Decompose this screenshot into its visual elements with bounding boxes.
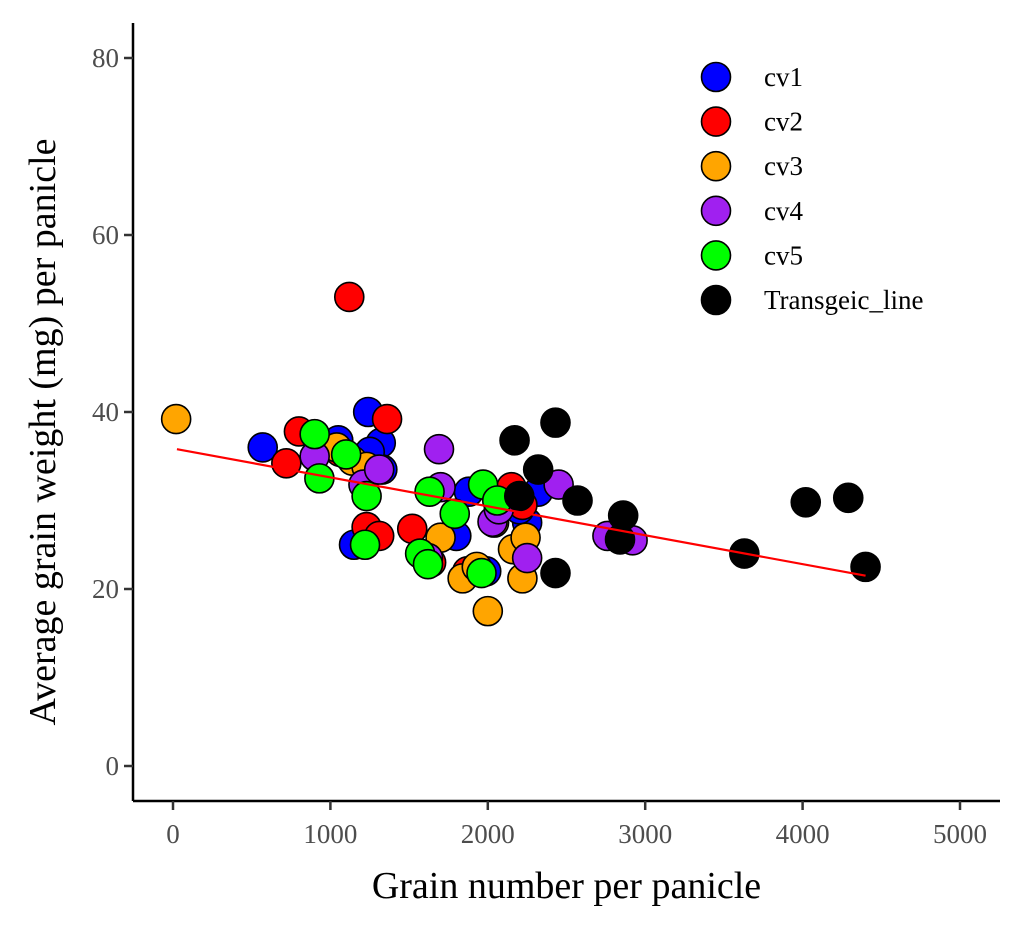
data-point — [371, 403, 403, 435]
data-point — [414, 476, 445, 507]
data-point — [790, 486, 822, 518]
data-point — [562, 485, 593, 516]
x-tick-label: 0 — [166, 819, 180, 849]
legend-label: cv4 — [764, 196, 803, 226]
data-point — [333, 281, 365, 313]
legend-item: cv4 — [700, 195, 803, 227]
data-point — [423, 433, 455, 465]
data-point — [330, 439, 362, 470]
data-point — [511, 542, 543, 574]
data-point — [247, 432, 279, 463]
y-tick-label: 0 — [106, 751, 120, 781]
data-point — [850, 551, 881, 583]
legend-swatch — [700, 61, 732, 93]
y-axis-title: Average grain weight (mg) per panicle — [22, 139, 64, 726]
legend-swatch — [700, 106, 732, 137]
x-tick-label: 4000 — [776, 819, 830, 849]
legend-label: cv2 — [764, 107, 803, 137]
legend-label: cv3 — [764, 151, 803, 181]
axes: 0 20 40 60 80 0 1000 2000 3000 4000 5000 — [92, 23, 1000, 849]
series-cv5 — [299, 418, 513, 589]
legend-swatch — [700, 195, 732, 227]
x-tick-label: 2000 — [461, 819, 515, 849]
legend-label: Transgeic_line — [764, 285, 923, 315]
legend-swatch — [700, 240, 732, 271]
data-points — [160, 281, 881, 627]
data-point — [522, 454, 554, 485]
data-point — [540, 557, 571, 589]
data-point — [472, 595, 504, 627]
y-tick-label: 40 — [92, 397, 119, 427]
data-point — [439, 498, 471, 530]
data-point — [540, 407, 571, 438]
legend-item: cv3 — [700, 150, 803, 182]
legend: cv1 cv2 cv3 cv4 cv5 Transgeic_line — [700, 61, 923, 316]
data-point — [299, 418, 330, 450]
legend-label: cv5 — [764, 240, 803, 270]
data-point — [160, 403, 192, 435]
legend-label: cv1 — [764, 62, 803, 92]
legend-swatch — [700, 150, 732, 182]
legend-item: Transgeic_line — [700, 284, 923, 316]
x-axis-title: Grain number per panicle — [372, 865, 761, 907]
regression-line-group — [176, 448, 866, 577]
data-point — [503, 480, 535, 512]
data-point — [363, 454, 395, 485]
y-tick-label: 20 — [92, 574, 119, 604]
data-point — [499, 425, 530, 456]
data-point — [832, 482, 864, 514]
regression-line — [176, 448, 866, 577]
data-point — [271, 448, 302, 479]
x-tick-label: 1000 — [303, 819, 357, 849]
legend-item: cv2 — [700, 106, 803, 137]
x-tick-label: 5000 — [933, 819, 987, 849]
data-point — [466, 557, 497, 589]
data-point — [351, 480, 382, 512]
legend-swatch — [700, 284, 732, 316]
y-tick-label: 80 — [92, 43, 119, 73]
data-point — [412, 548, 444, 580]
data-point — [304, 463, 335, 494]
x-tick-label: 3000 — [618, 819, 672, 849]
legend-item: cv1 — [700, 61, 803, 93]
y-tick-label: 60 — [92, 220, 119, 250]
legend-item: cv5 — [700, 240, 803, 271]
data-point — [349, 529, 381, 561]
